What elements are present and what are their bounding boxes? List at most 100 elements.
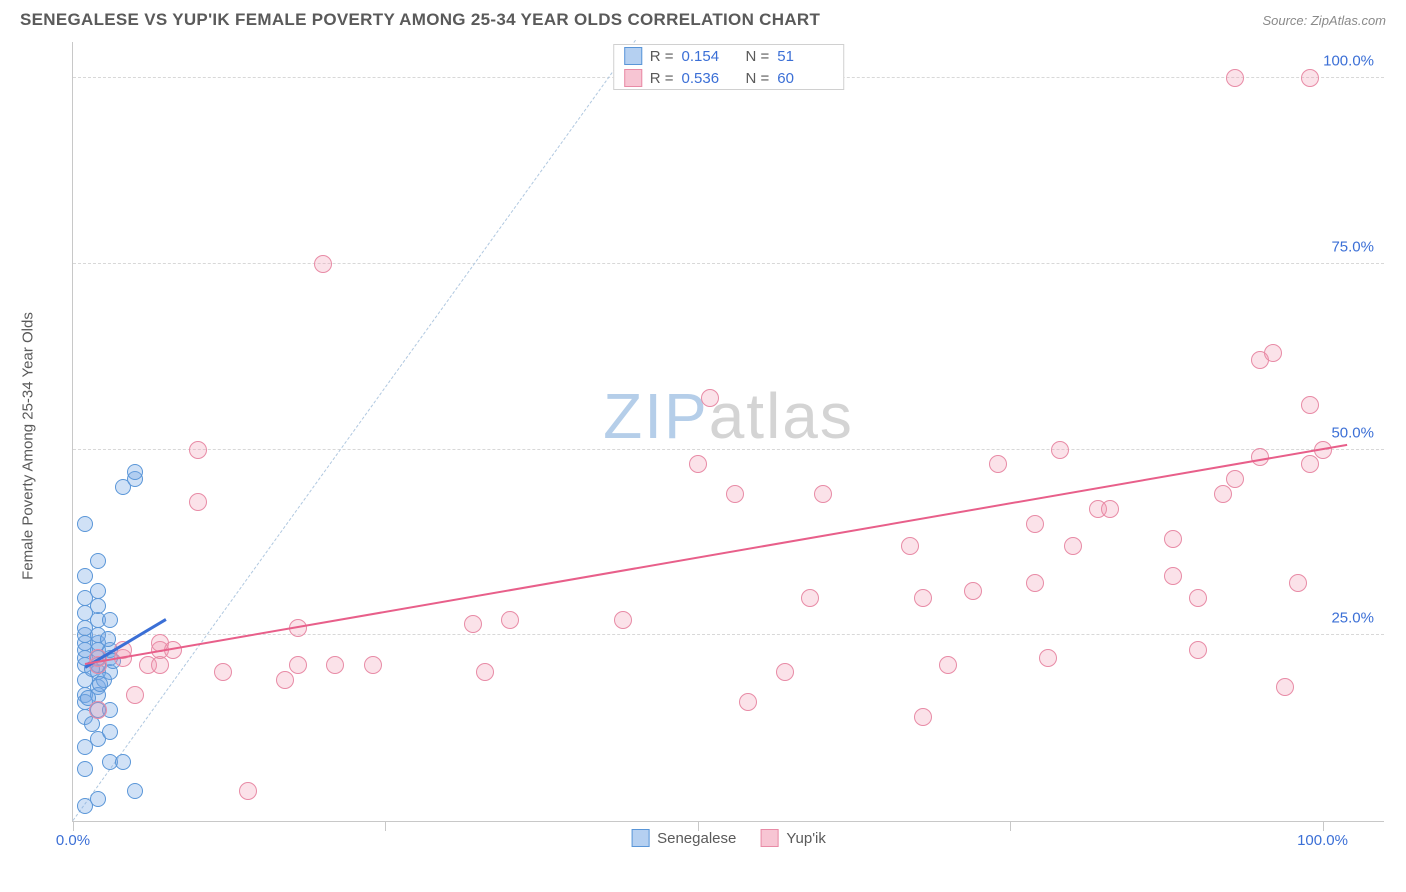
scatter-point-blue	[90, 791, 106, 807]
bottom-legend: Senegalese Yup'ik	[631, 829, 826, 847]
scatter-point-pink	[989, 455, 1007, 473]
scatter-point-pink	[239, 782, 257, 800]
scatter-point-blue	[102, 612, 118, 628]
scatter-point-pink	[1039, 649, 1057, 667]
scatter-point-pink	[326, 656, 344, 674]
x-tick	[1323, 821, 1324, 831]
stats-box: R = 0.154 N = 51 R = 0.536 N = 60	[613, 44, 845, 90]
scatter-point-pink	[1064, 537, 1082, 555]
stats-row-pink: R = 0.536 N = 60	[614, 67, 844, 89]
watermark-atlas: atlas	[709, 380, 854, 452]
scatter-point-blue	[127, 464, 143, 480]
scatter-point-blue	[77, 761, 93, 777]
gridline	[73, 449, 1384, 450]
scatter-point-pink	[1051, 441, 1069, 459]
chart-container: Female Poverty Among 25-34 Year Olds ZIP…	[48, 42, 1384, 850]
x-tick	[698, 821, 699, 831]
scatter-point-pink	[939, 656, 957, 674]
scatter-point-pink	[1226, 470, 1244, 488]
legend-item-yupik: Yup'ik	[760, 829, 826, 847]
swatch-pink-icon	[624, 69, 642, 87]
scatter-point-pink	[289, 656, 307, 674]
x-tick	[1010, 821, 1011, 831]
scatter-point-blue	[90, 583, 106, 599]
scatter-point-pink	[276, 671, 294, 689]
gridline	[73, 634, 1384, 635]
scatter-point-blue	[77, 516, 93, 532]
trendline-pink	[85, 444, 1347, 665]
scatter-point-pink	[1164, 530, 1182, 548]
scatter-point-pink	[1264, 344, 1282, 362]
y-tick-label: 100.0%	[1319, 53, 1378, 70]
r-label: R =	[650, 48, 674, 65]
scatter-point-pink	[814, 485, 832, 503]
scatter-point-pink	[1189, 589, 1207, 607]
swatch-blue-icon	[631, 829, 649, 847]
swatch-blue-icon	[624, 47, 642, 65]
scatter-point-pink	[964, 582, 982, 600]
r-value-blue: 0.154	[682, 48, 738, 65]
scatter-point-pink	[689, 455, 707, 473]
plot-area: ZIPatlas R = 0.154 N = 51 R = 0.536 N = …	[72, 42, 1384, 822]
scatter-point-pink	[501, 611, 519, 629]
scatter-point-pink	[776, 663, 794, 681]
scatter-point-pink	[476, 663, 494, 681]
y-tick-label: 50.0%	[1327, 424, 1378, 441]
scatter-point-pink	[914, 708, 932, 726]
scatter-point-pink	[214, 663, 232, 681]
r-label: R =	[650, 70, 674, 87]
scatter-point-pink	[1301, 455, 1319, 473]
scatter-point-pink	[189, 493, 207, 511]
r-value-pink: 0.536	[682, 70, 738, 87]
scatter-point-pink	[801, 589, 819, 607]
scatter-point-pink	[189, 441, 207, 459]
scatter-point-pink	[726, 485, 744, 503]
scatter-point-pink	[314, 255, 332, 273]
legend-item-senegalese: Senegalese	[631, 829, 736, 847]
y-axis-title: Female Poverty Among 25-34 Year Olds	[20, 312, 37, 580]
scatter-point-pink	[1026, 574, 1044, 592]
scatter-point-pink	[1101, 500, 1119, 518]
x-tick-label: 0.0%	[56, 832, 90, 849]
swatch-pink-icon	[760, 829, 778, 847]
scatter-point-pink	[1301, 69, 1319, 87]
x-tick	[73, 821, 74, 831]
x-tick-label: 100.0%	[1297, 832, 1348, 849]
scatter-point-pink	[701, 389, 719, 407]
scatter-point-pink	[464, 615, 482, 633]
scatter-point-pink	[739, 693, 757, 711]
scatter-point-pink	[1289, 574, 1307, 592]
legend-label: Yup'ik	[786, 830, 826, 847]
scatter-point-pink	[1276, 678, 1294, 696]
scatter-point-pink	[1026, 515, 1044, 533]
scatter-point-pink	[126, 686, 144, 704]
scatter-point-pink	[1164, 567, 1182, 585]
scatter-point-pink	[1226, 69, 1244, 87]
scatter-point-pink	[914, 589, 932, 607]
scatter-point-blue	[100, 631, 116, 647]
watermark: ZIPatlas	[603, 379, 854, 453]
scatter-point-blue	[127, 783, 143, 799]
scatter-point-pink	[901, 537, 919, 555]
scatter-point-blue	[77, 568, 93, 584]
scatter-point-pink	[364, 656, 382, 674]
scatter-point-pink	[89, 701, 107, 719]
y-tick-label: 75.0%	[1327, 238, 1378, 255]
scatter-point-blue	[92, 676, 108, 692]
legend-label: Senegalese	[657, 830, 736, 847]
n-value-blue: 51	[777, 48, 833, 65]
scatter-point-pink	[1301, 396, 1319, 414]
scatter-point-pink	[1189, 641, 1207, 659]
scatter-point-blue	[84, 716, 100, 732]
scatter-point-pink	[614, 611, 632, 629]
n-label: N =	[746, 48, 770, 65]
scatter-point-pink	[1214, 485, 1232, 503]
x-tick	[385, 821, 386, 831]
n-value-pink: 60	[777, 70, 833, 87]
scatter-point-blue	[115, 754, 131, 770]
stats-row-blue: R = 0.154 N = 51	[614, 45, 844, 67]
watermark-zip: ZIP	[603, 380, 709, 452]
n-label: N =	[746, 70, 770, 87]
scatter-point-blue	[90, 553, 106, 569]
scatter-point-blue	[102, 724, 118, 740]
